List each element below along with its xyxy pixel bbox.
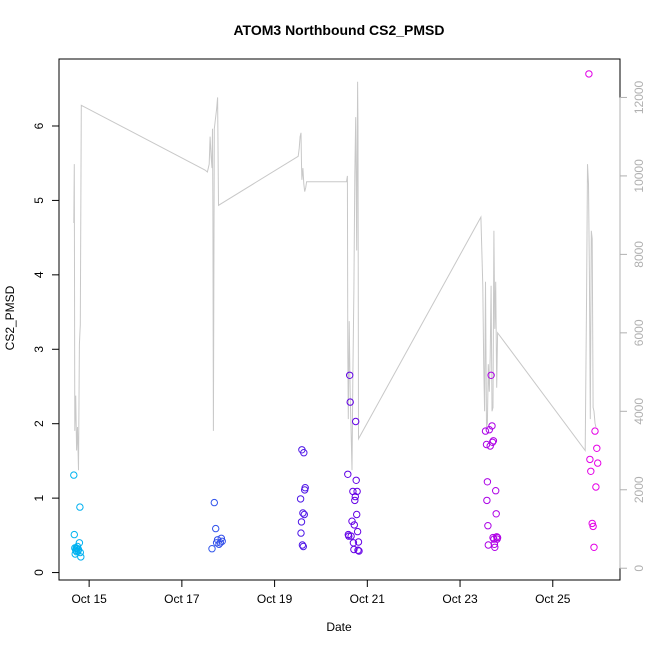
data-point: [210, 498, 219, 507]
y-axis: 0 1 2 3 4 5 6: [32, 122, 60, 576]
data-point: [351, 496, 359, 505]
y2-tick-label: 10000: [632, 159, 646, 193]
data-point: [208, 545, 216, 553]
data-point: [587, 467, 595, 475]
data-point: [352, 476, 360, 484]
data-point: [491, 543, 499, 551]
data-point: [300, 510, 308, 519]
data-point: [482, 440, 491, 449]
data-point: [300, 449, 308, 457]
data-point: [483, 478, 492, 486]
data-points: [70, 70, 602, 561]
data-point: [212, 524, 220, 533]
data-point: [589, 522, 597, 531]
y2-tick-label: 6000: [632, 319, 646, 346]
data-point: [350, 521, 358, 529]
x-tick-label: Oct 25: [535, 592, 571, 606]
x-tick-label: Oct 21: [350, 592, 386, 606]
y-tick-label: 3: [32, 346, 46, 353]
data-point: [70, 471, 78, 479]
y-axis-label: CS2_PMSD: [3, 285, 17, 350]
data-point: [70, 530, 79, 539]
y-tick-label: 5: [32, 197, 46, 204]
data-point: [296, 495, 305, 503]
y2-tick-label: 12000: [632, 80, 646, 114]
data-point: [350, 545, 358, 554]
data-point: [297, 529, 305, 537]
y2-axis: 0 2000 4000 6000 8000 10000 12000: [619, 80, 646, 572]
data-point: [483, 496, 491, 505]
x-tick-label: Oct 23: [442, 592, 478, 606]
data-point: [353, 527, 362, 536]
secondary-series-line: [73, 81, 597, 471]
data-point: [348, 517, 356, 525]
y-tick-label: 0: [32, 569, 46, 576]
data-point: [347, 532, 355, 540]
data-point: [344, 470, 352, 478]
data-point: [585, 70, 593, 78]
data-point: [73, 542, 82, 551]
data-point: [489, 533, 497, 542]
data-point: [592, 483, 600, 491]
chart-title: ATOM3 Northbound CS2_PMSD: [233, 22, 444, 38]
data-point: [354, 538, 363, 546]
data-point: [487, 371, 495, 379]
y-tick-label: 2: [32, 420, 46, 427]
data-point: [481, 427, 490, 435]
data-point: [591, 427, 599, 435]
data-point: [489, 437, 498, 445]
data-point: [297, 518, 306, 526]
data-point: [355, 547, 363, 555]
data-point: [590, 543, 598, 551]
data-point: [77, 553, 85, 561]
y-tick-label: 4: [32, 271, 46, 278]
secondary-line: [73, 81, 597, 471]
data-point: [593, 444, 601, 452]
data-point: [351, 492, 359, 501]
data-point: [488, 422, 496, 430]
y-tick-label: 6: [32, 122, 46, 129]
data-point: [484, 541, 492, 549]
data-point: [586, 455, 594, 464]
data-point: [488, 438, 497, 446]
x-tick-label: Oct 17: [164, 592, 200, 606]
data-point: [492, 510, 500, 518]
x-tick-label: Oct 15: [71, 592, 107, 606]
data-point: [299, 542, 307, 551]
data-point: [588, 519, 596, 528]
data-point: [75, 539, 84, 547]
data-point: [354, 546, 362, 554]
y2-tick-label: 2000: [632, 476, 646, 503]
data-point: [298, 541, 307, 549]
data-point: [353, 487, 361, 496]
x-axis-label: Date: [326, 620, 352, 634]
data-point: [493, 533, 502, 542]
data-point: [76, 503, 84, 511]
data-point: [594, 459, 602, 467]
data-point: [346, 371, 354, 379]
data-point: [216, 539, 225, 547]
x-axis: Oct 15 Oct 17 Oct 19 Oct 21 Oct 23 Oct 25: [71, 579, 571, 606]
data-point: [352, 417, 360, 426]
data-point: [76, 548, 85, 557]
x-tick-label: Oct 19: [257, 592, 293, 606]
y-tick-label: 1: [32, 494, 46, 501]
data-point: [492, 487, 500, 495]
data-point: [353, 510, 361, 519]
y2-tick-label: 8000: [632, 241, 646, 268]
data-point: [486, 442, 494, 450]
data-point: [217, 534, 226, 542]
y2-tick-label: 4000: [632, 398, 646, 425]
data-point: [218, 537, 226, 545]
data-point: [346, 398, 354, 406]
y2-tick-label: 0: [632, 565, 646, 572]
data-point: [299, 509, 307, 517]
data-point: [301, 484, 309, 492]
data-point: [484, 522, 492, 530]
data-point: [345, 532, 353, 540]
